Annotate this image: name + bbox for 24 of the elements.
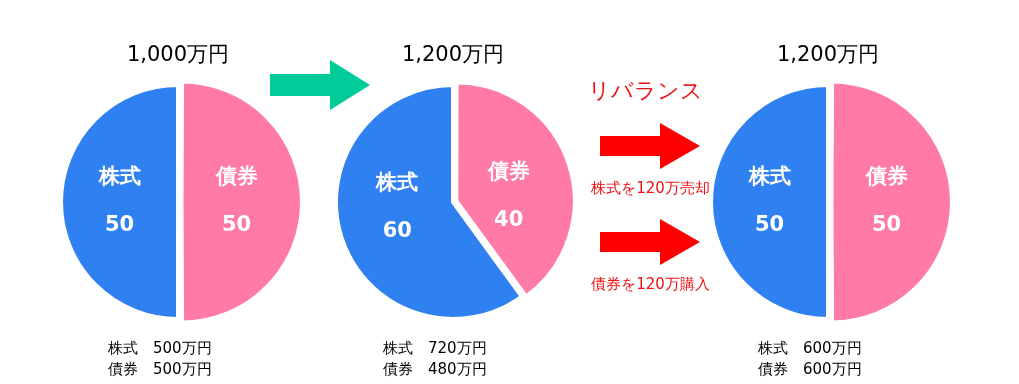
data-label: 60 — [382, 217, 412, 242]
chart-title: 1,200万円 — [775, 41, 881, 68]
text: 債券 480万円 — [383, 359, 488, 380]
text: 株式 600万円 — [758, 338, 863, 359]
slice-label: 債券 — [864, 164, 908, 189]
text: 債券 600万円 — [758, 359, 863, 380]
slice-label: 債券 — [486, 159, 530, 184]
text: 債券 500万円 — [108, 359, 213, 380]
data-label: 50 — [871, 212, 902, 237]
slice-label: 株式 — [375, 169, 419, 194]
text: 株式 720万円 — [383, 338, 488, 359]
data-label: 50 — [754, 212, 785, 237]
chart-title: 1,200万円 — [400, 41, 506, 68]
chart-title: 1,000万円 — [125, 41, 231, 68]
data-label: 40 — [494, 207, 524, 232]
slice-label: 株式 — [747, 164, 791, 189]
text: 株式を120万売却 — [590, 178, 711, 198]
data-label: 50 — [221, 212, 252, 237]
text: 債券を120万購入 — [590, 274, 711, 294]
text: 株式 500万円 — [108, 338, 213, 359]
slice-label: 株式 — [97, 164, 141, 189]
slice-label: 債券 — [214, 164, 258, 189]
text: リバランス — [588, 77, 703, 105]
data-label: 50 — [104, 212, 135, 237]
